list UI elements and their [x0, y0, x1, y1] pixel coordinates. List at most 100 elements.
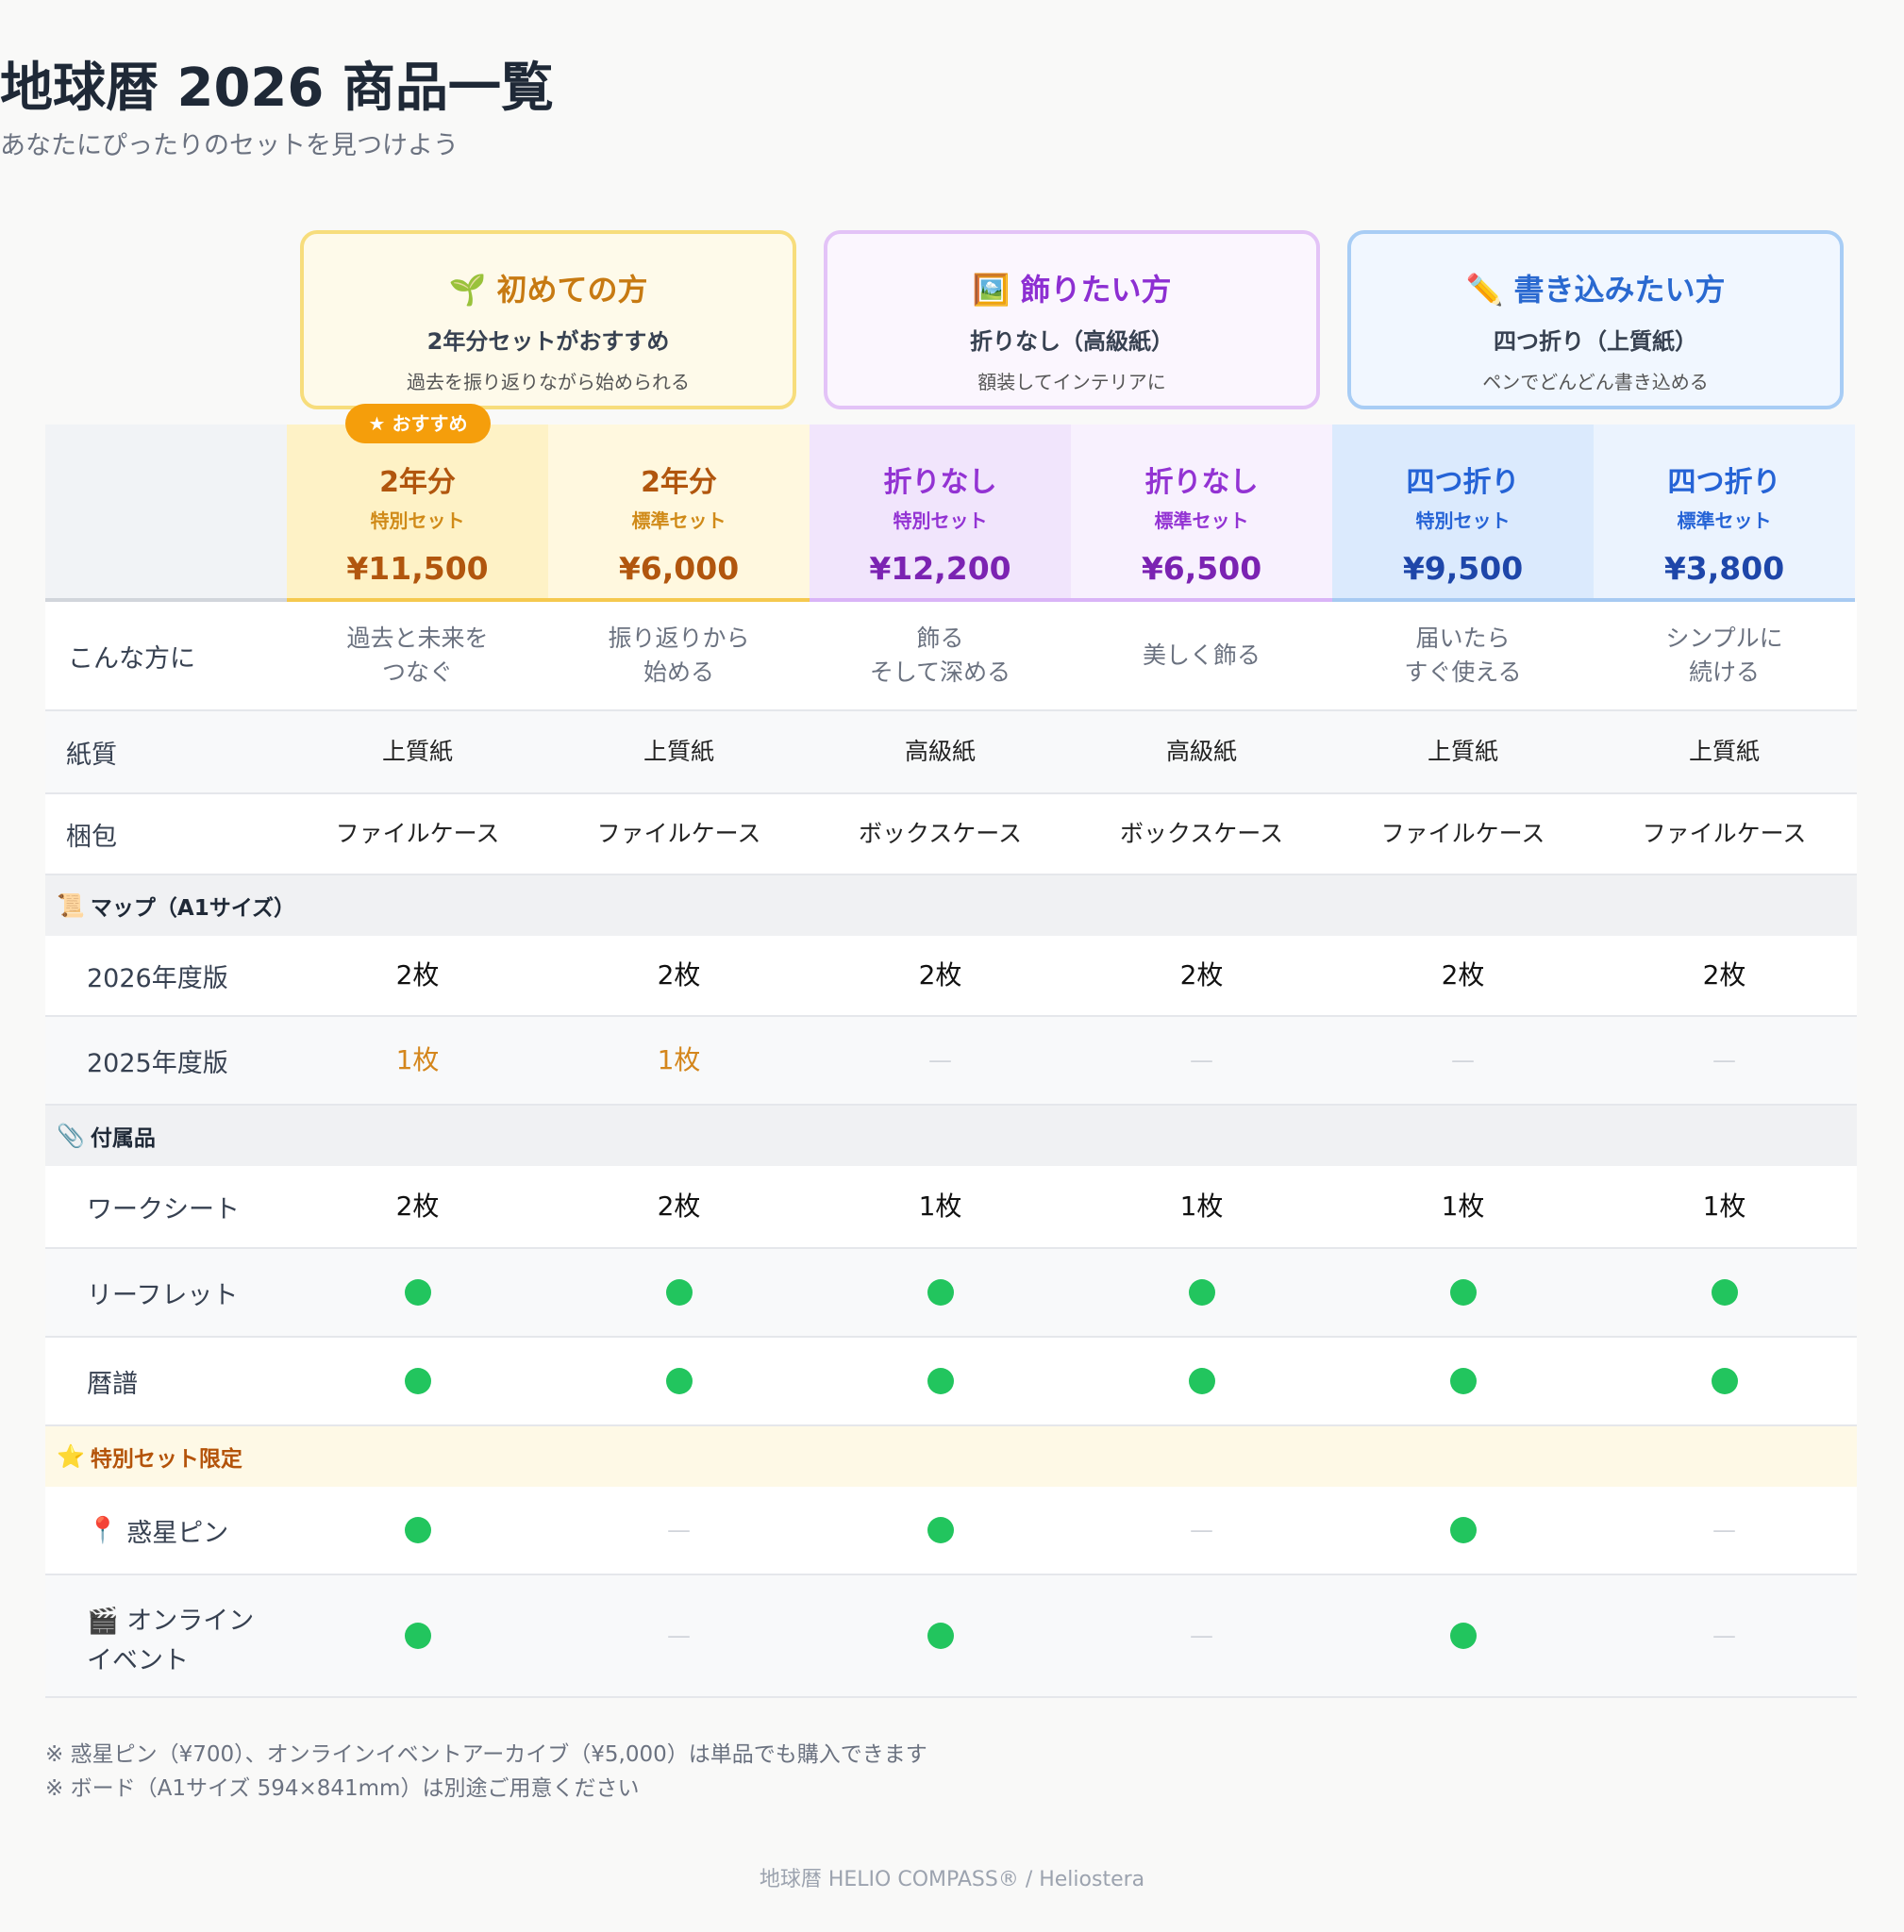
table-cell: [810, 1249, 1071, 1336]
row-label: 梱包: [66, 822, 117, 852]
not-included-dash: —: [1712, 1621, 1736, 1649]
pencil-icon: ✏️: [1465, 272, 1504, 308]
row-label: こんな方に: [68, 643, 195, 674]
table-cell: シンプルに 続ける: [1665, 624, 1783, 686]
persona-subtitle: 2年分セットがおすすめ: [426, 328, 670, 355]
table-cell: 1枚: [657, 1043, 701, 1075]
header-divider-purple: [810, 598, 1332, 602]
included-check-icon: [927, 1279, 954, 1306]
not-included-dash: —: [1712, 1515, 1736, 1543]
plan-name: 折りなし: [1144, 466, 1259, 499]
clapperboard-icon: 🎬: [87, 1607, 119, 1636]
row-label: リーフレット: [87, 1280, 239, 1310]
plan-header-2year-standard: 2年分 標準セット ¥6,000: [548, 425, 810, 602]
plan-header-folded-standard: 四つ折り 標準セット ¥3,800: [1594, 425, 1855, 602]
table-cell: ボックスケース: [1119, 819, 1283, 847]
plan-name: 2年分: [379, 466, 456, 499]
row-label: 暦譜: [87, 1369, 138, 1399]
table-row-planet-pin: 📍 惑星ピン — — —: [45, 1487, 1857, 1575]
table-row-map-2025: 2025年度版 1枚 1枚 — — — —: [45, 1017, 1857, 1106]
table-row-online-event: 🎬 オンライン イベント — — —: [45, 1575, 1857, 1698]
section-header-special: ⭐ 特別セット限定: [45, 1426, 1857, 1487]
table-row-target: こんな方に 過去と未来を つなぐ 振り返りから 始める 飾る そして深める 美し…: [45, 602, 1857, 711]
section-title: マップ（A1サイズ）: [90, 896, 296, 921]
not-included-dash: —: [1190, 1515, 1213, 1543]
included-check-icon: [1711, 1368, 1738, 1394]
not-included-dash: —: [667, 1621, 691, 1649]
table-cell: 2枚: [657, 1190, 701, 1222]
page-subtitle: あなたにぴったりのセットを見つけよう: [0, 131, 459, 160]
table-cell: 1枚: [1441, 1190, 1485, 1222]
persona-subtitle: 四つ折り（上質紙）: [1494, 328, 1697, 355]
star-icon: ⭐: [57, 1443, 85, 1470]
included-check-icon: [927, 1623, 954, 1649]
not-included-dash: —: [928, 1045, 952, 1074]
table-cell: 2枚: [1179, 958, 1224, 991]
included-check-icon: [1449, 1517, 1477, 1543]
table-cell: 振り返りから 始める: [608, 624, 750, 686]
header-divider-yellow: [287, 598, 810, 602]
table-row-map-2026: 2026年度版 2枚 2枚 2枚 2枚 2枚 2枚: [45, 936, 1857, 1017]
table-cell: 1枚: [395, 1043, 440, 1075]
table-cell: [287, 1338, 548, 1424]
table-cell: 届いたら すぐ使える: [1404, 624, 1522, 686]
plan-type: 特別セット: [370, 509, 465, 532]
persona-card-write: ✏️ 書き込みたい方 四つ折り（上質紙） ペンでどんどん書き込める: [1347, 230, 1844, 409]
included-check-icon: [1449, 1279, 1477, 1306]
table-cell: 2枚: [918, 958, 962, 991]
table-cell: [1332, 1575, 1594, 1696]
included-check-icon: [927, 1368, 954, 1394]
not-included-dash: —: [1190, 1045, 1213, 1074]
plan-type: 標準セット: [1677, 509, 1772, 532]
plan-header-2year-special: 2年分 特別セット ¥11,500: [287, 425, 548, 602]
table-cell: [810, 1487, 1071, 1574]
framed-picture-icon: 🖼️: [972, 272, 1010, 308]
table-cell: [810, 1338, 1071, 1424]
table-cell: [1332, 1338, 1594, 1424]
table-row-packaging: 梱包 ファイルケース ファイルケース ボックスケース ボックスケース ファイルケ…: [45, 794, 1857, 875]
plan-name: 折りなし: [883, 466, 997, 499]
plan-type: 標準セット: [631, 509, 727, 532]
persona-title: 初めての方: [496, 272, 648, 308]
table-cell: [1332, 1487, 1594, 1574]
included-check-icon: [404, 1517, 431, 1543]
footnotes: ※ 惑星ピン（¥700）、オンラインイベントアーカイブ（¥5,000）は単品でも…: [45, 1738, 927, 1806]
persona-card-beginner: 🌱 初めての方 2年分セットがおすすめ 過去を振り返りながら始められる: [300, 230, 796, 409]
not-included-dash: —: [1451, 1045, 1475, 1074]
row-label: 🎬 オンライン イベント: [87, 1575, 254, 1696]
table-cell: [287, 1575, 548, 1696]
header-divider: [45, 598, 287, 602]
table-row-leaflet: リーフレット: [45, 1249, 1857, 1338]
row-label: 📍 惑星ピン: [87, 1487, 228, 1574]
plan-price: ¥6,500: [1141, 550, 1262, 587]
section-header-map: 📜 マップ（A1サイズ）: [45, 875, 1857, 936]
persona-title: 飾りたい方: [1020, 272, 1172, 308]
row-label: 2026年度版: [87, 963, 228, 993]
row-label-text: オンライン イベント: [87, 1607, 255, 1675]
included-check-icon: [404, 1279, 431, 1306]
table-cell: [1071, 1338, 1332, 1424]
plan-type: 標準セット: [1154, 509, 1249, 532]
section-header-accessories: 📎 付属品: [45, 1106, 1857, 1166]
pin-icon: 📍: [87, 1516, 119, 1545]
plan-price: ¥12,200: [869, 550, 1011, 587]
table-cell: [1332, 1249, 1594, 1336]
plan-price: ¥6,000: [618, 550, 740, 587]
persona-description: ペンでどんどん書き込める: [1482, 371, 1709, 393]
plan-type: 特別セット: [1415, 509, 1511, 532]
included-check-icon: [404, 1368, 431, 1394]
included-check-icon: [1188, 1368, 1215, 1394]
table-cell: [1071, 1249, 1332, 1336]
table-row-paper: 紙質 上質紙 上質紙 高級紙 高級紙 上質紙 上質紙: [45, 711, 1857, 794]
table-cell: 高級紙: [904, 737, 976, 765]
header-divider-blue: [1332, 598, 1855, 602]
row-label: 2025年度版: [87, 1048, 228, 1078]
included-check-icon: [665, 1279, 693, 1306]
row-label: ワークシート: [87, 1194, 240, 1224]
table-row-calendar-notes: 暦譜: [45, 1338, 1857, 1426]
table-cell: 過去と未来を つなぐ: [346, 624, 489, 686]
table-cell: 上質紙: [381, 737, 453, 765]
included-check-icon: [1449, 1623, 1477, 1649]
table-cell: ファイルケース: [1380, 819, 1545, 847]
table-cell: [287, 1487, 548, 1574]
